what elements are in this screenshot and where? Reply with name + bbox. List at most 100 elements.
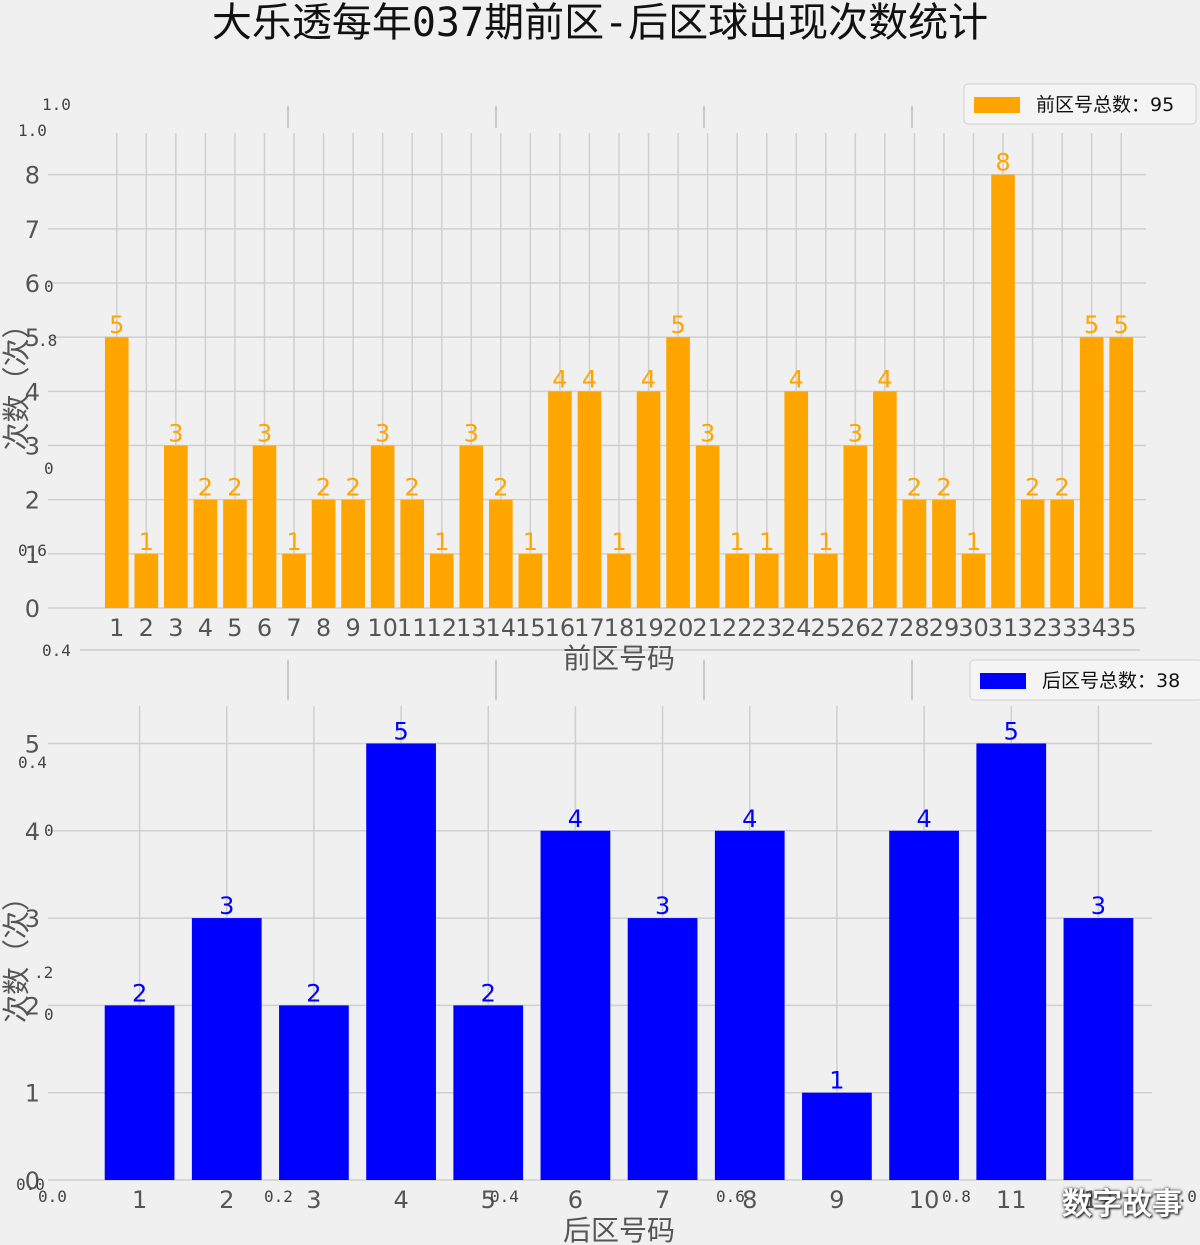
legend-swatch [980,673,1026,689]
data-label: 3 [848,420,863,448]
bar [164,445,188,608]
bar [191,918,262,1180]
bar [843,445,868,608]
data-label: 4 [916,805,931,833]
x-tick-label: 5 [481,1186,496,1214]
x-tick-label: 9 [829,1186,844,1214]
data-label: 5 [393,717,408,745]
data-label: 3 [655,892,670,920]
x-tick-label: 33 [1047,614,1078,642]
bar [489,499,513,608]
data-label: 2 [198,474,213,502]
bar [459,445,484,608]
x-tick-label: 20 [663,614,694,642]
bar [889,830,959,1180]
bar [311,499,336,608]
x-tick-label: 24 [781,614,812,642]
data-label: 5 [670,311,685,339]
x-tick-label: 6 [568,1186,583,1214]
bar [577,391,602,608]
x-tick-label: 19 [633,614,664,642]
data-label: 1 [829,1067,844,1095]
ghost-ytick: .2 [34,963,53,982]
ghost-xtick: 1.0 [1168,1187,1197,1206]
data-label: 1 [759,528,774,556]
x-tick-label: 34 [1076,614,1107,642]
bar [104,1005,175,1180]
ghost-xtick: 0.6 [716,1187,745,1206]
data-label: 5 [1004,717,1019,745]
legend-box [963,83,1197,125]
y-tick-label: 5 [25,324,40,352]
x-tick-label: 16 [545,614,576,642]
data-label: 2 [493,474,508,502]
bar [134,553,159,608]
y-tick-label: 2 [25,992,40,1020]
ghost-ytick: 0 [44,277,54,296]
bar [104,337,129,608]
x-tick-label: 30 [958,614,989,642]
bar [961,553,986,608]
y-axis-label: 次数（次） [0,883,33,1023]
x-tick-label: 4 [393,1186,408,1214]
data-label: 3 [219,892,234,920]
ghost-axes-overlay: 0 .8 0 0.6 0.4 0 .2 0 0.0 0.0 0.2 0.4 0.… [16,277,1197,1206]
x-tick-label: 17 [574,614,605,642]
legend-swatch [974,97,1020,113]
data-label: 2 [936,474,951,502]
chart-title: 大乐透每年037期前区-后区球出现次数统计 [211,0,989,46]
x-tick-label: 3 [306,1186,321,1214]
bar [366,743,436,1180]
data-label: 2 [1055,474,1070,502]
data-label: 4 [742,805,757,833]
data-label: 5 [1114,311,1129,339]
bar [540,830,611,1180]
data-label: 3 [257,420,272,448]
x-tick-label: 9 [345,614,360,642]
data-label: 1 [730,528,745,556]
data-label: 1 [523,528,538,556]
data-label: 8 [995,149,1010,177]
x-tick-label: 5 [227,614,242,642]
x-tick-label: 23 [751,614,782,642]
data-label: 4 [877,365,892,393]
x-tick-label: 35 [1106,614,1137,642]
x-tick-label: 13 [456,614,487,642]
y-tick-label: 3 [25,433,40,461]
x-tick-label: 21 [692,614,723,642]
data-label: 2 [132,979,147,1007]
ghost-ytick: .8 [38,331,57,350]
data-label: 2 [227,474,242,502]
x-tick-label: 22 [722,614,753,642]
data-label: 4 [582,365,597,393]
bar [627,918,698,1180]
x-tick-label: 31 [988,614,1019,642]
x-tick-label: 14 [486,614,517,642]
front-zone-chart: 0123456785112332425361728293102111123132… [0,83,1197,675]
watermark: 数字故事 [1062,1187,1182,1222]
data-label: 1 [818,528,833,556]
ghost-axes: 1.0 1.0 0.4 [18,95,1140,700]
bar [193,499,218,608]
bar [754,553,779,608]
data-label: 1 [286,528,301,556]
x-tick-label: 2 [139,614,154,642]
x-tick-label: 2 [219,1186,234,1214]
data-label: 3 [464,420,479,448]
y-axis-label: 次数（次） [0,310,33,450]
data-label: 2 [907,474,922,502]
data-label: 1 [434,528,449,556]
bar [636,391,661,608]
x-tick-label: 27 [870,614,901,642]
data-label: 3 [700,420,715,448]
x-tick-label: 3 [168,614,183,642]
bar [873,391,897,608]
bar [548,391,572,608]
legend-label: 前区号总数：95 [1036,94,1174,116]
x-tick-label: 7 [655,1186,670,1214]
y-tick-label: 1 [25,541,40,569]
data-label: 4 [568,805,583,833]
bar [223,499,247,608]
legend-label: 后区号总数：38 [1042,670,1180,692]
